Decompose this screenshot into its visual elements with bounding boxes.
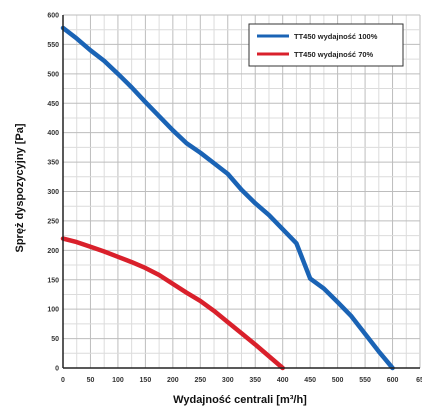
- x-tick-label: 550: [359, 377, 371, 384]
- y-tick-label: 50: [51, 336, 59, 343]
- legend-box: [248, 23, 404, 67]
- legend-label-series-1: TT450 wydajność 100%: [294, 32, 378, 41]
- y-tick-label: 400: [47, 130, 59, 137]
- y-tick-label: 200: [47, 248, 59, 255]
- y-tick-label: 500: [47, 71, 59, 78]
- x-tick-label: 250: [194, 377, 206, 384]
- x-tick-label: 450: [304, 377, 316, 384]
- series-line-2: [60, 236, 285, 371]
- y-tick-label: 600: [47, 13, 59, 20]
- x-tick-label: 50: [87, 377, 95, 384]
- y-axis-title: Spręż dyspozycyjny [Pa]: [14, 123, 26, 252]
- y-tick-label: 450: [47, 101, 59, 108]
- series-lines: [60, 25, 395, 371]
- legend: TT450 wydajność 100% TT450 wydajność 70%: [248, 23, 404, 67]
- y-tick-label: 250: [47, 218, 59, 225]
- y-tick-label: 350: [47, 160, 59, 167]
- x-tick-label: 200: [167, 377, 179, 384]
- x-tick-label: 65: [416, 377, 422, 384]
- x-tick-label: 350: [249, 377, 261, 384]
- legend-label-series-2: TT450 wydajność 70%: [294, 50, 374, 59]
- x-tick-label: 150: [140, 377, 152, 384]
- grid: [62, 14, 421, 369]
- y-tick-label: 300: [47, 189, 59, 196]
- x-tick-label: 500: [332, 377, 344, 384]
- x-tick-label: 100: [112, 377, 124, 384]
- y-tick-label: 550: [47, 42, 59, 49]
- x-tick-label: 0: [61, 377, 65, 384]
- x-tick-label: 300: [222, 377, 234, 384]
- x-axis-title: Wydajność centrali [m³/h]: [173, 394, 307, 406]
- series-line-1: [60, 25, 395, 371]
- y-tick-label: 0: [55, 366, 59, 373]
- y-tick-label: 150: [47, 277, 59, 284]
- tick-labels: 0 50 100 150 200 250 300 350 400 450 500 550 600 6505…: [47, 13, 422, 385]
- x-tick-label: 400: [277, 377, 289, 384]
- plot-frame: [62, 15, 420, 369]
- y-tick-label: 100: [47, 307, 59, 314]
- x-tick-label: 600: [387, 377, 399, 384]
